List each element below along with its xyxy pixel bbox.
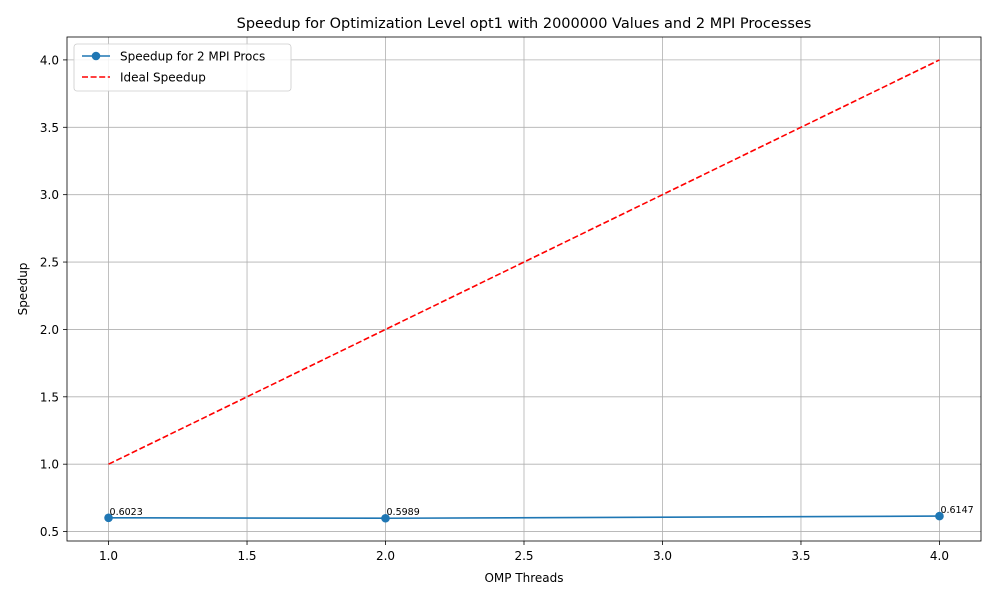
y-tick-label: 1.0 xyxy=(40,458,59,472)
x-tick-label: 1.5 xyxy=(237,549,256,563)
legend-label-1: Ideal Speedup xyxy=(120,71,206,85)
x-tick-label: 3.0 xyxy=(653,549,672,563)
chart-title: Speedup for Optimization Level opt1 with… xyxy=(237,16,812,32)
y-axis: 0.5 1.0 1.5 2.0 2.5 3.0 3.5 4.0 xyxy=(40,53,67,539)
x-tick-label: 2.0 xyxy=(376,549,395,563)
y-tick-label: 2.0 xyxy=(40,323,59,337)
grid-lines xyxy=(67,37,981,541)
x-axis-label: OMP Threads xyxy=(484,571,563,585)
data-label: 0.5989 xyxy=(387,507,420,518)
legend-box xyxy=(73,43,292,92)
x-tick-label: 1.0 xyxy=(99,549,118,563)
series-point-0 xyxy=(381,513,390,523)
y-tick-label: 4.0 xyxy=(40,53,59,67)
y-tick-label: 3.0 xyxy=(40,188,59,202)
legend-marker-0 xyxy=(91,51,101,61)
series-point-0 xyxy=(935,511,944,521)
legend: Speedup for 2 MPI Procs Ideal Speedup xyxy=(73,43,292,92)
series-point-0 xyxy=(104,513,113,523)
y-axis-label: Speedup xyxy=(16,263,30,316)
y-tick-label: 2.5 xyxy=(40,256,59,270)
x-axis: 1.0 1.5 2.0 2.5 3.0 3.5 4.0 xyxy=(99,541,949,563)
x-tick-label: 3.5 xyxy=(791,549,810,563)
x-tick-label: 2.5 xyxy=(514,549,533,563)
data-label: 0.6023 xyxy=(110,507,143,518)
y-tick-label: 3.5 xyxy=(40,121,59,135)
series-layer: 0.6023 0.5989 0.6147 xyxy=(104,59,974,523)
legend-label-0: Speedup for 2 MPI Procs xyxy=(120,50,265,64)
data-label: 0.6147 xyxy=(940,505,973,516)
y-tick-label: 0.5 xyxy=(40,525,59,539)
series-line-1 xyxy=(108,59,940,465)
y-tick-label: 1.5 xyxy=(40,390,59,404)
x-tick-label: 4.0 xyxy=(930,549,949,563)
